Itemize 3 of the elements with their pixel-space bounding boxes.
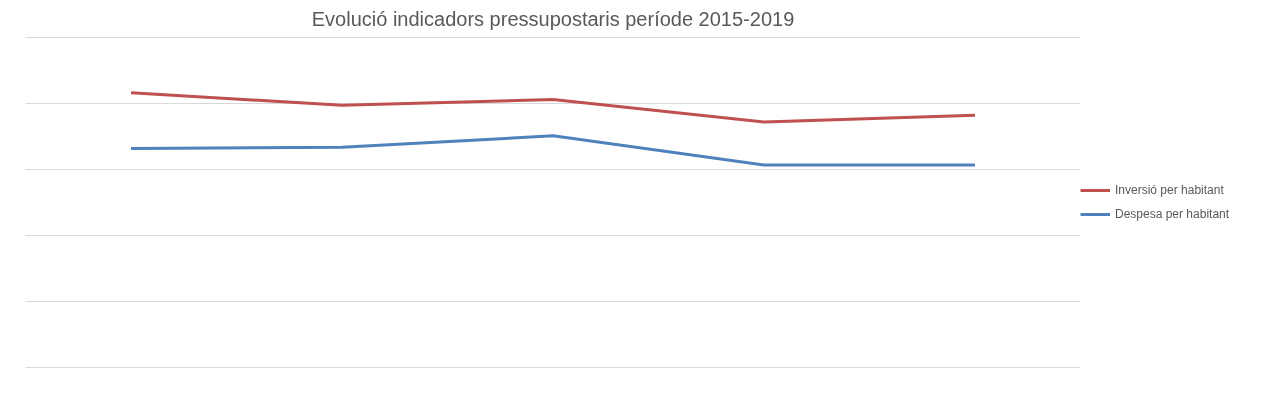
legend-label: Despesa per habitant <box>1115 207 1230 221</box>
chart-title: Evolució indicadors pressupostaris període 2015-2019 <box>311 7 795 30</box>
legend-label: Inversió per habitant <box>1115 183 1224 197</box>
